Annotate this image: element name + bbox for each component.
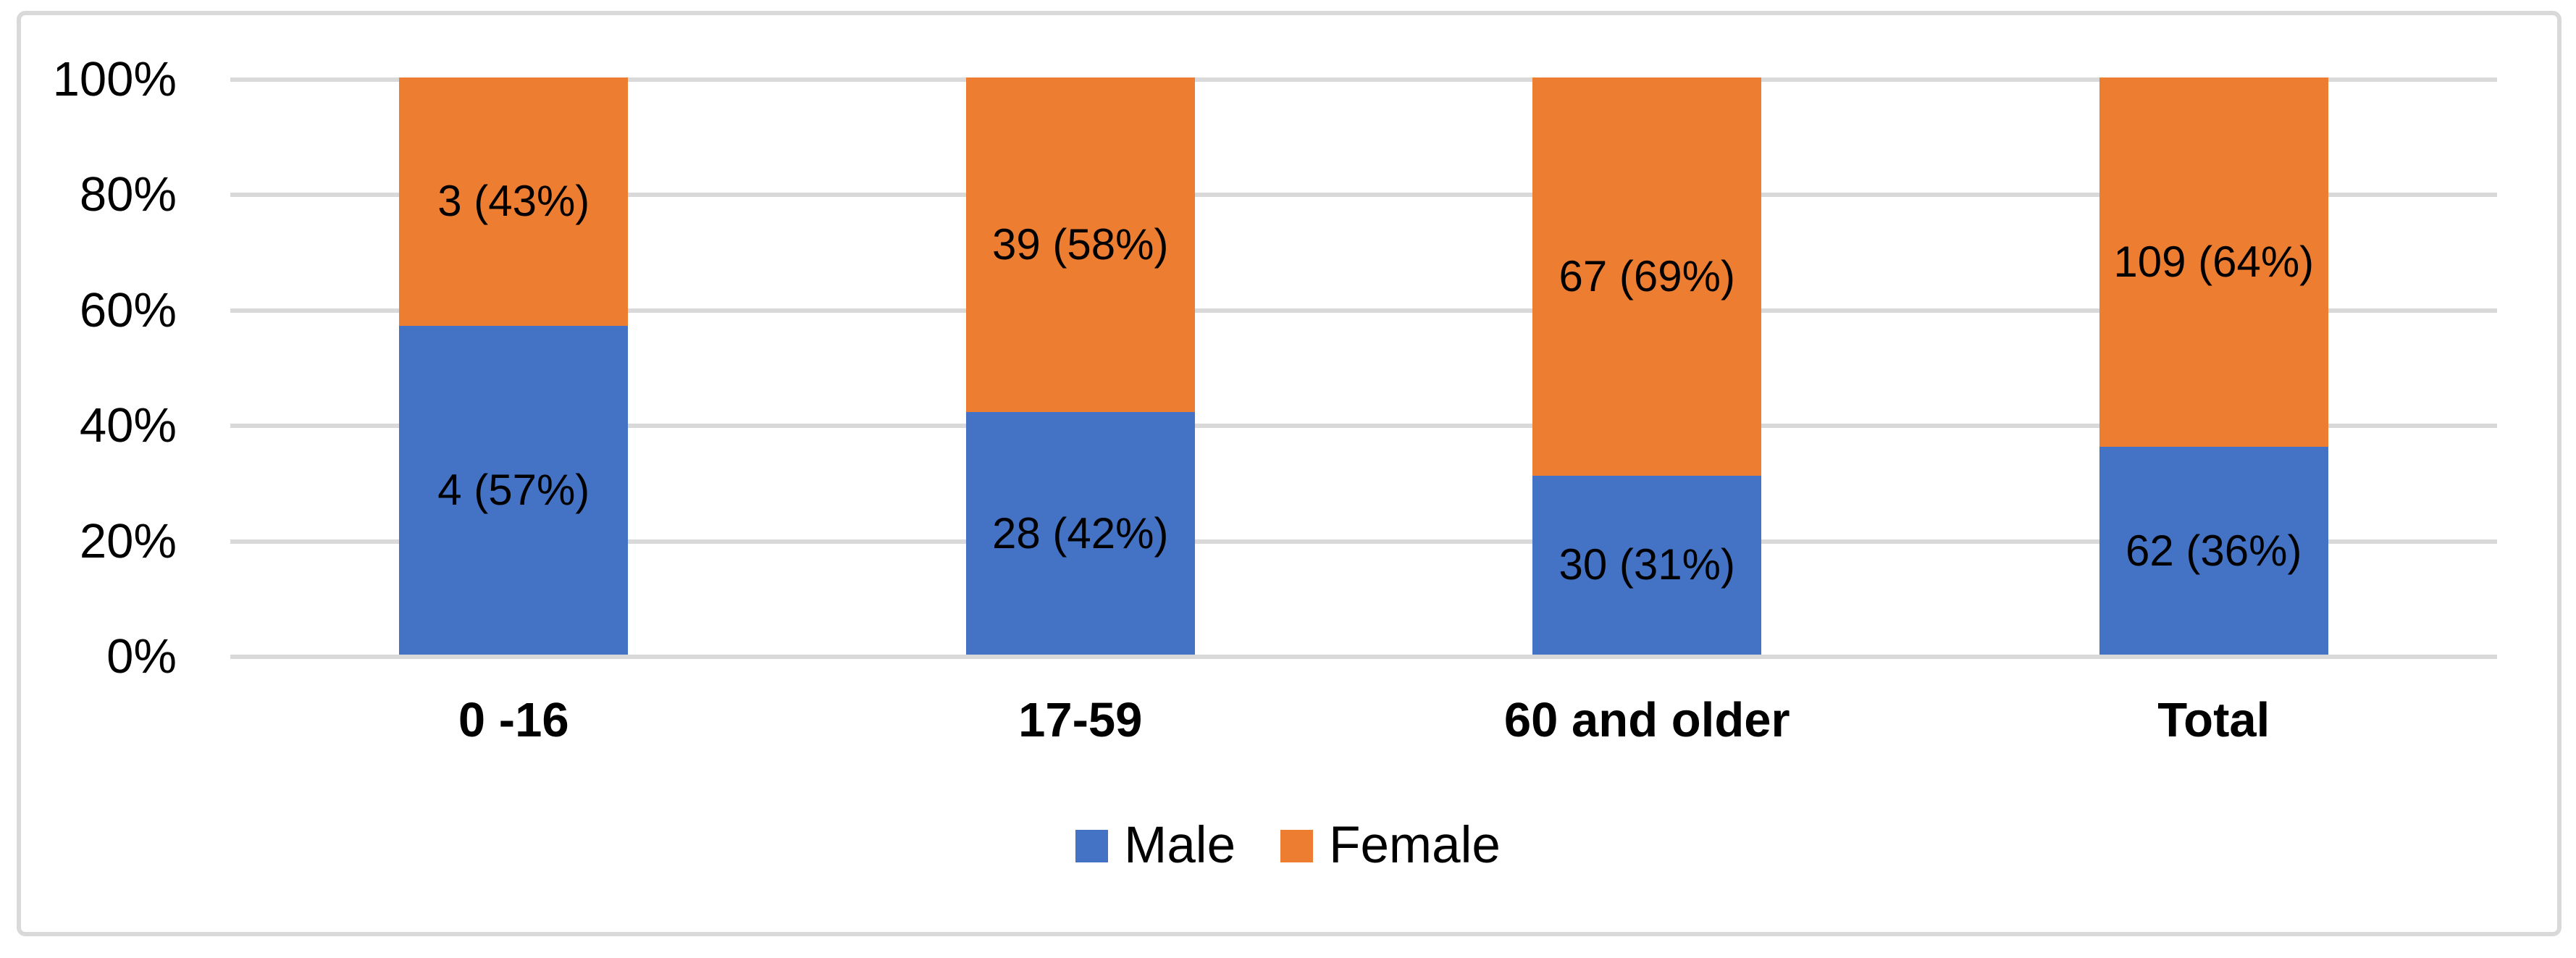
gridline-20 <box>230 539 2497 544</box>
legend-label-male: Male <box>1124 817 1236 874</box>
legend-swatch-male <box>1075 829 1109 862</box>
category-label-17-59: 17-59 <box>1018 693 1143 747</box>
category-label-0-16: 0 -16 <box>458 693 569 747</box>
bar-segment-female: 67 (69%) <box>1532 77 1762 476</box>
bar-total: 109 (64%) 62 (36%) <box>2099 77 2328 655</box>
data-label-female: 109 (64%) <box>2113 238 2315 287</box>
gridline-80 <box>230 193 2497 198</box>
bar-segment-female: 3 (43%) <box>399 77 629 326</box>
y-axis-tick-label-20: 20% <box>79 513 177 568</box>
gridline-100 <box>230 77 2497 82</box>
legend-swatch-female <box>1280 829 1314 862</box>
data-label-male: 4 (57%) <box>437 465 590 514</box>
category-label-total: Total <box>2157 693 2270 747</box>
bar-segment-male: 4 (57%) <box>399 325 629 655</box>
bar-segment-male: 30 (31%) <box>1532 475 1762 655</box>
gridline-0 <box>230 655 2497 659</box>
data-label-male: 62 (36%) <box>2126 526 2302 575</box>
gridline-40 <box>230 424 2497 429</box>
y-axis-tick-label-80: 80% <box>79 167 177 222</box>
data-label-female: 67 (69%) <box>1558 251 1735 301</box>
y-axis-tick-label-0: 0% <box>106 629 177 684</box>
bar-segment-male: 28 (42%) <box>965 412 1195 655</box>
data-label-female: 3 (43%) <box>437 177 590 226</box>
legend-label-female: Female <box>1329 817 1501 874</box>
bar-0-16: 3 (43%) 4 (57%) <box>399 77 629 655</box>
legend-item-female: Female <box>1280 818 1501 874</box>
bar-segment-female: 109 (64%) <box>2099 77 2328 448</box>
bar-17-59: 39 (58%) 28 (42%) <box>965 77 1195 655</box>
data-label-female: 39 (58%) <box>992 220 1169 269</box>
legend: Male Female <box>0 817 2576 875</box>
data-label-male: 30 (31%) <box>1558 540 1735 589</box>
y-axis-tick-label-60: 60% <box>79 282 177 337</box>
bar-segment-male: 62 (36%) <box>2099 447 2328 655</box>
category-label-60-and-older: 60 and older <box>1503 693 1790 747</box>
legend-item-male: Male <box>1075 818 1235 874</box>
bar-segment-female: 39 (58%) <box>965 77 1195 413</box>
y-axis-tick-label-100: 100% <box>52 52 177 106</box>
gridline-60 <box>230 308 2497 313</box>
bar-60-and-older: 67 (69%) 30 (31%) <box>1532 77 1762 655</box>
y-axis-tick-label-40: 40% <box>79 398 177 453</box>
data-label-male: 28 (42%) <box>992 508 1169 558</box>
